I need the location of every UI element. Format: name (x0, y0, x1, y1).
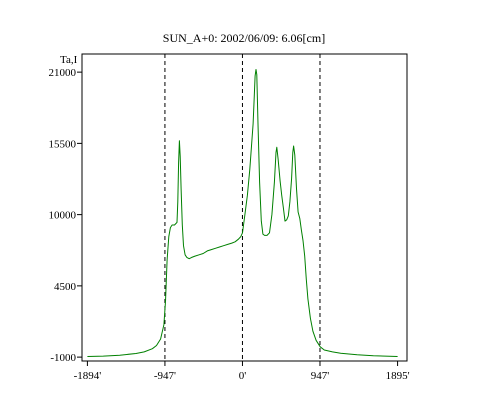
x-tick-label-0: -1894' (74, 370, 102, 382)
x-tick-label-1: -947' (154, 370, 176, 382)
x-tick-label-3: 947' (311, 370, 330, 382)
y-tick-label-4: 21000 (49, 67, 77, 79)
plot-frame (81, 53, 408, 362)
y-tick-label-2: 10000 (49, 210, 77, 222)
y-tick-label-0: -1000 (50, 352, 76, 364)
chart-marks: -1894' -947' 0' 947' 1895' -1000 4500 10000 1550… (49, 54, 410, 382)
chart-title: SUN_A+0: 2002/06/09: 6.06[cm] (163, 31, 325, 45)
y-tick-label-1: 4500 (54, 281, 77, 293)
series-line-0 (87, 69, 398, 357)
y-axis-label: Ta,I (60, 54, 78, 66)
x-tick-label-4: 1895' (386, 370, 410, 382)
y-tick-label-3: 15500 (49, 138, 77, 150)
x-tick-label-2: 0' (239, 370, 247, 382)
